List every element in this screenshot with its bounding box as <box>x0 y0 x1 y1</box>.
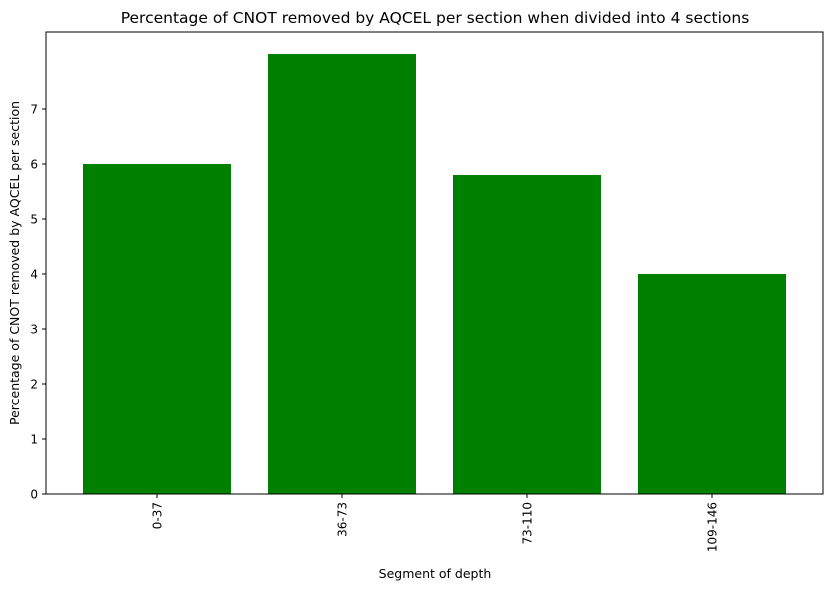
y-tick-label: 2 <box>30 378 38 392</box>
plot-frame <box>45 31 824 495</box>
x-tick-label: 109-146 <box>706 502 720 552</box>
bar-109-146 <box>638 274 786 494</box>
x-tick-label: 0-37 <box>151 502 165 529</box>
y-tick-label: 0 <box>30 488 38 502</box>
y-axis-label: Percentage of CNOT removed by AQCEL per … <box>7 101 22 425</box>
y-tick-label: 7 <box>30 103 38 117</box>
bar-36-73 <box>268 54 416 494</box>
y-tick-label: 3 <box>30 323 38 337</box>
x-axis-label: Segment of depth <box>379 566 492 581</box>
bars-group <box>83 54 786 494</box>
bar-73-110 <box>453 175 601 494</box>
y-tick-label: 6 <box>30 158 38 172</box>
chart-title: Percentage of CNOT removed by AQCEL per … <box>121 9 750 27</box>
y-axis: 0 1 2 3 4 5 6 7 <box>30 103 46 502</box>
x-tick-label: 36-73 <box>336 502 350 537</box>
y-tick-label: 5 <box>30 213 38 227</box>
bar-0-37 <box>83 164 231 494</box>
y-tick-label: 1 <box>30 433 38 447</box>
x-axis: 0-37 36-73 73-110 109-146 <box>151 494 720 552</box>
y-tick-label: 4 <box>30 268 38 282</box>
x-tick-label: 73-110 <box>521 502 535 545</box>
